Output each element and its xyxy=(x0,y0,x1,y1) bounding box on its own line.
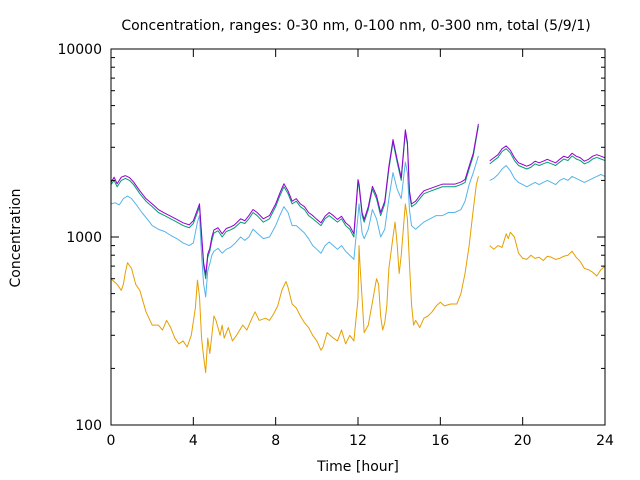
series-layer xyxy=(110,123,606,374)
y-tick-label: 10000 xyxy=(57,42,102,58)
series-line-2 xyxy=(110,155,606,298)
y-axis-label: Concentration xyxy=(8,188,24,287)
x-tick-label: 16 xyxy=(431,433,449,449)
x-tick-label: 4 xyxy=(189,433,198,449)
x-tick-label: 24 xyxy=(596,433,614,449)
x-axis-label: Time [hour] xyxy=(316,459,399,475)
y-tick-label: 1000 xyxy=(66,230,102,246)
ticks-layer: 0 4 8 12 16 20 24 100 1000 10000 xyxy=(57,42,614,449)
y-tick-label: 100 xyxy=(75,418,102,434)
x-tick-label: 8 xyxy=(271,433,280,449)
series-line-4 xyxy=(110,123,606,276)
x-tick-label: 20 xyxy=(514,433,532,449)
x-tick-label: 0 xyxy=(107,433,116,449)
plot-frame xyxy=(110,48,606,426)
chart-title: Concentration, ranges: 0-30 nm, 0-100 nm… xyxy=(121,18,590,34)
series-line-1 xyxy=(110,176,606,374)
x-tick-label: 12 xyxy=(349,433,367,449)
